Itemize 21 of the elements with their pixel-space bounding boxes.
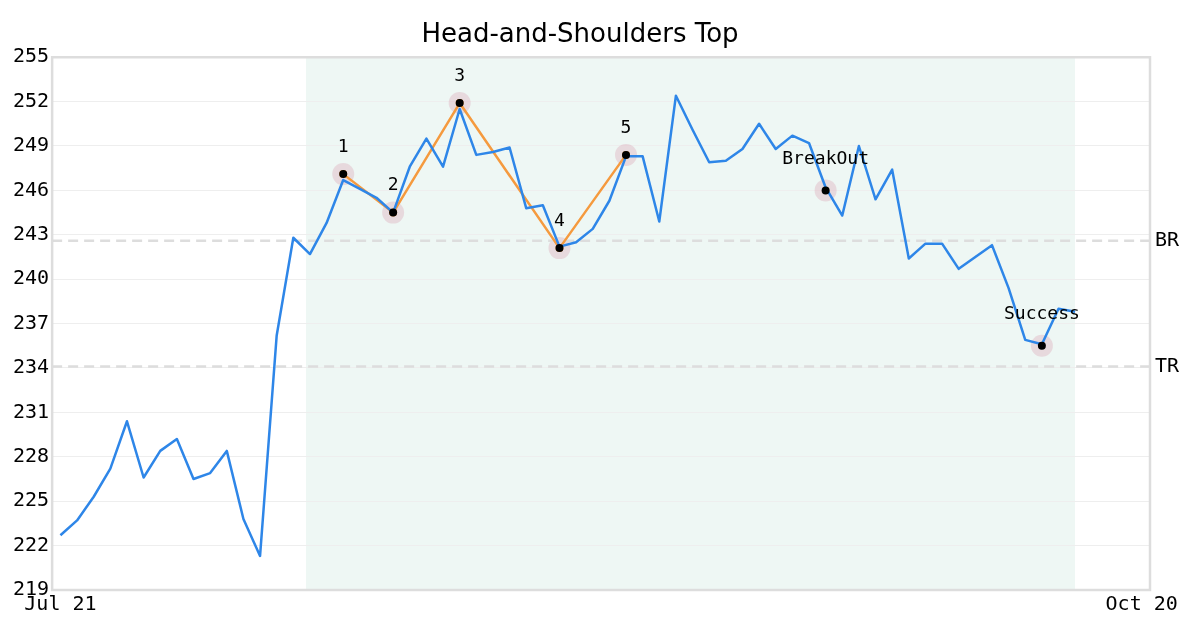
y-tick-label: 237 — [13, 309, 50, 334]
ref-line-label: BR — [1155, 226, 1181, 251]
y-tick-label: 231 — [13, 398, 50, 423]
y-tick-label: 234 — [13, 354, 50, 379]
annotation: 2 — [387, 173, 399, 195]
annotation: 5 — [620, 115, 632, 137]
annotation: 1 — [337, 134, 349, 156]
annotation: 3 — [454, 63, 466, 85]
y-tick-label: 255 — [13, 43, 50, 68]
ref-line-label: TR — [1155, 352, 1181, 377]
y-tick-label: 222 — [13, 531, 50, 556]
y-tick-label: 225 — [13, 487, 50, 512]
chart-title: Head-and-Shoulders Top — [421, 18, 739, 49]
y-tick-label: 240 — [13, 265, 50, 290]
y-tick-label: 243 — [13, 221, 50, 245]
y-tick-label: 252 — [13, 87, 50, 112]
y-tick-label: 246 — [13, 176, 50, 201]
y-tick-label: 249 — [13, 132, 50, 157]
x-tick-label: Oct 20 — [1105, 591, 1178, 616]
y-tick-label: 228 — [13, 443, 50, 467]
annotation: 4 — [554, 208, 565, 230]
